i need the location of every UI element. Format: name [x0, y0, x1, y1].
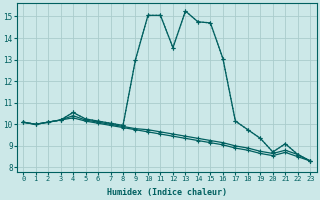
X-axis label: Humidex (Indice chaleur): Humidex (Indice chaleur) [107, 188, 227, 197]
